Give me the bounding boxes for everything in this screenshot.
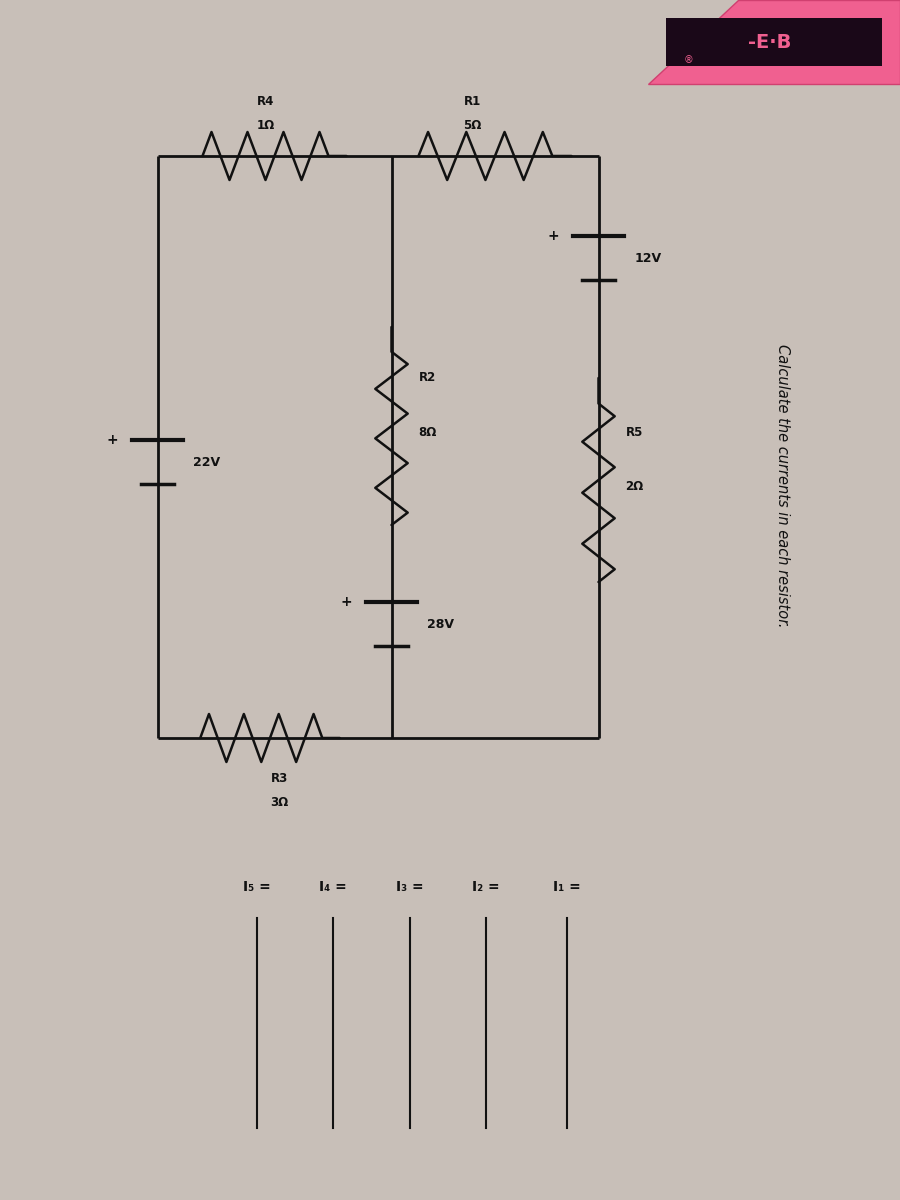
Text: 1Ω: 1Ω (256, 119, 274, 132)
Text: R5: R5 (626, 426, 643, 438)
Text: R4: R4 (256, 95, 274, 108)
Text: +: + (107, 433, 118, 448)
Text: I₄ =: I₄ = (320, 880, 346, 894)
Text: 5Ω: 5Ω (464, 119, 482, 132)
Text: 28V: 28V (428, 618, 454, 630)
Text: I₃ =: I₃ = (396, 880, 423, 894)
Text: R3: R3 (270, 772, 288, 785)
Text: 3Ω: 3Ω (270, 796, 288, 809)
Text: R1: R1 (464, 95, 482, 108)
Polygon shape (648, 0, 900, 84)
Text: R2: R2 (418, 372, 436, 384)
Text: ®: ® (684, 55, 693, 65)
Text: 8Ω: 8Ω (418, 426, 436, 438)
Polygon shape (666, 18, 882, 66)
Text: +: + (341, 595, 352, 610)
Text: 12V: 12V (634, 252, 662, 264)
Text: -E·B: -E·B (748, 32, 791, 52)
Text: I₅ =: I₅ = (243, 880, 270, 894)
Text: +: + (548, 229, 559, 244)
Text: 22V: 22V (194, 456, 220, 468)
Text: I₂ =: I₂ = (472, 880, 500, 894)
Text: Calculate the currents in each resistor.: Calculate the currents in each resistor. (776, 344, 790, 628)
Text: 2Ω: 2Ω (626, 480, 644, 492)
Text: I₁ =: I₁ = (554, 880, 580, 894)
